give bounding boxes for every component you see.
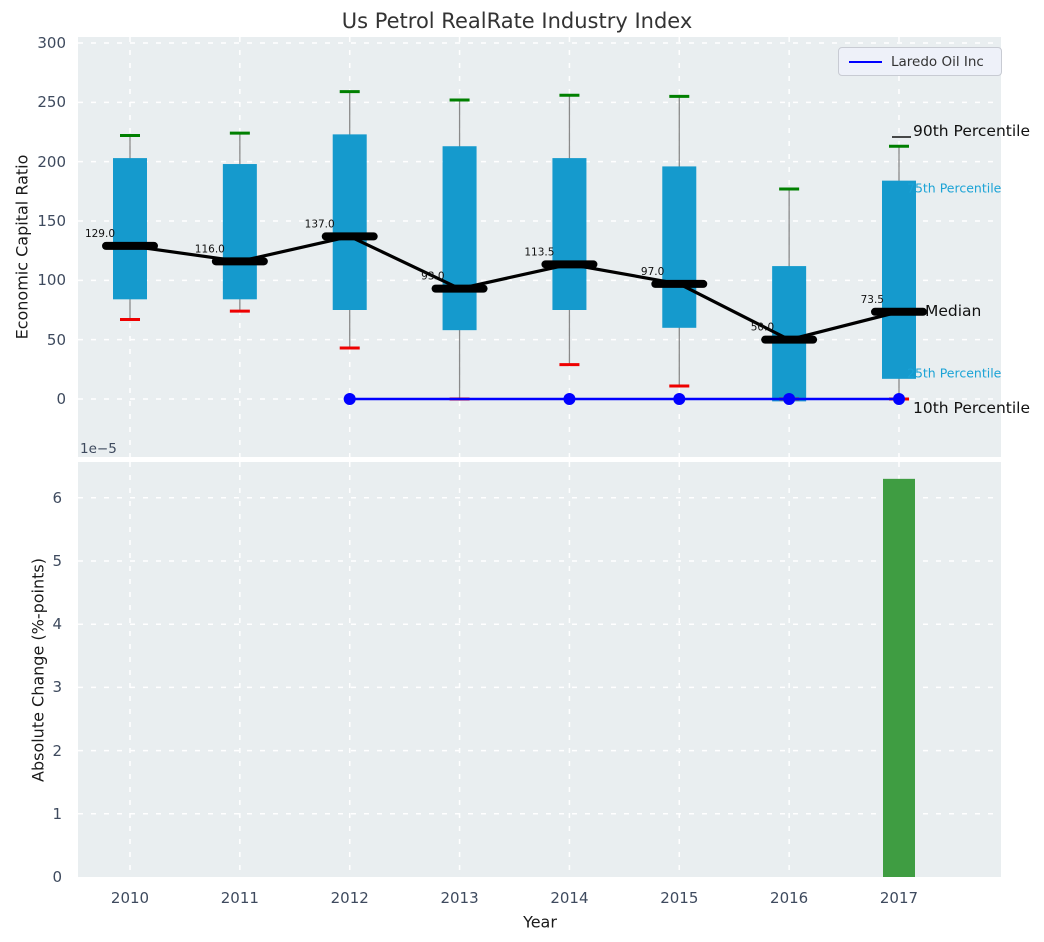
box-2011 xyxy=(222,164,257,300)
top-ytick-50: 50 xyxy=(46,330,66,349)
xtick-2016: 2016 xyxy=(770,889,809,907)
company-marker-2017 xyxy=(892,393,905,405)
top-ytick-300: 300 xyxy=(37,33,66,52)
xtick-2015: 2015 xyxy=(660,889,699,907)
xtick-2013: 2013 xyxy=(440,889,479,907)
xtick-2014: 2014 xyxy=(550,889,589,907)
company-marker-2014 xyxy=(563,393,576,405)
bottom-ytick-6: 6 xyxy=(52,488,62,507)
bottom-ytick-5: 5 xyxy=(52,552,62,570)
box-2015 xyxy=(662,166,697,328)
top-ytick-100: 100 xyxy=(37,271,66,290)
box-2010 xyxy=(113,158,147,300)
bar-2017 xyxy=(882,478,915,877)
top-y-axis-label: Economic Capital Ratio xyxy=(12,154,32,340)
legend-label: Laredo Oil Inc xyxy=(891,53,984,70)
legend-line-swatch xyxy=(849,60,882,63)
legend: Laredo Oil Inc xyxy=(838,47,1002,76)
xtick-2012: 2012 xyxy=(330,889,369,907)
box-2017 xyxy=(881,180,916,379)
box-2012 xyxy=(332,134,367,310)
company-marker-2016 xyxy=(783,393,796,405)
top-ytick-0: 0 xyxy=(56,390,66,408)
bottom-ytick-1: 1 xyxy=(52,804,62,823)
box-2013 xyxy=(442,146,477,331)
annotation-75th-percentile: 75th Percentile xyxy=(907,180,1002,196)
annotation-10th-percentile: 10th Percentile xyxy=(913,399,1031,417)
median-trend-line xyxy=(129,234,900,342)
company-marker-2015 xyxy=(673,393,686,405)
xtick-2011: 2011 xyxy=(220,889,259,907)
chart-title: Us Petrol RealRate Industry Index xyxy=(341,9,693,33)
y-axis-offset-text: 1e−5 xyxy=(80,441,117,457)
median-value-2013: 93.0 xyxy=(421,271,444,283)
annotation-median: Median xyxy=(925,302,982,320)
median-value-2015: 97.0 xyxy=(641,266,664,278)
bottom-ytick-2: 2 xyxy=(52,741,62,760)
company-marker-2012 xyxy=(343,393,356,405)
box-2014 xyxy=(552,158,587,310)
top-ytick-200: 200 xyxy=(37,152,66,171)
xtick-2010: 2010 xyxy=(110,889,150,907)
bottom-ytick-3: 3 xyxy=(52,678,62,697)
top-ytick-250: 250 xyxy=(37,93,66,112)
median-value-2010: 129.0 xyxy=(85,228,115,240)
median-value-2016: 50.0 xyxy=(751,322,774,334)
annotation-90th-percentile: 90th Percentile xyxy=(913,122,1031,140)
annotation-25th-percentile: 25th Percentile xyxy=(907,365,1002,381)
median-value-2011: 116.0 xyxy=(195,243,225,255)
bottom-plot-area xyxy=(78,462,1001,877)
top-ytick-150: 150 xyxy=(37,211,66,230)
xtick-2017: 2017 xyxy=(879,889,919,907)
bottom-ytick-4: 4 xyxy=(52,615,62,634)
bottom-ytick-0: 0 xyxy=(52,868,62,886)
x-axis-label: Year xyxy=(523,912,557,932)
median-value-2012: 137.0 xyxy=(305,218,335,230)
median-value-2014: 113.5 xyxy=(524,246,554,258)
median-value-2017: 73.5 xyxy=(861,294,884,306)
